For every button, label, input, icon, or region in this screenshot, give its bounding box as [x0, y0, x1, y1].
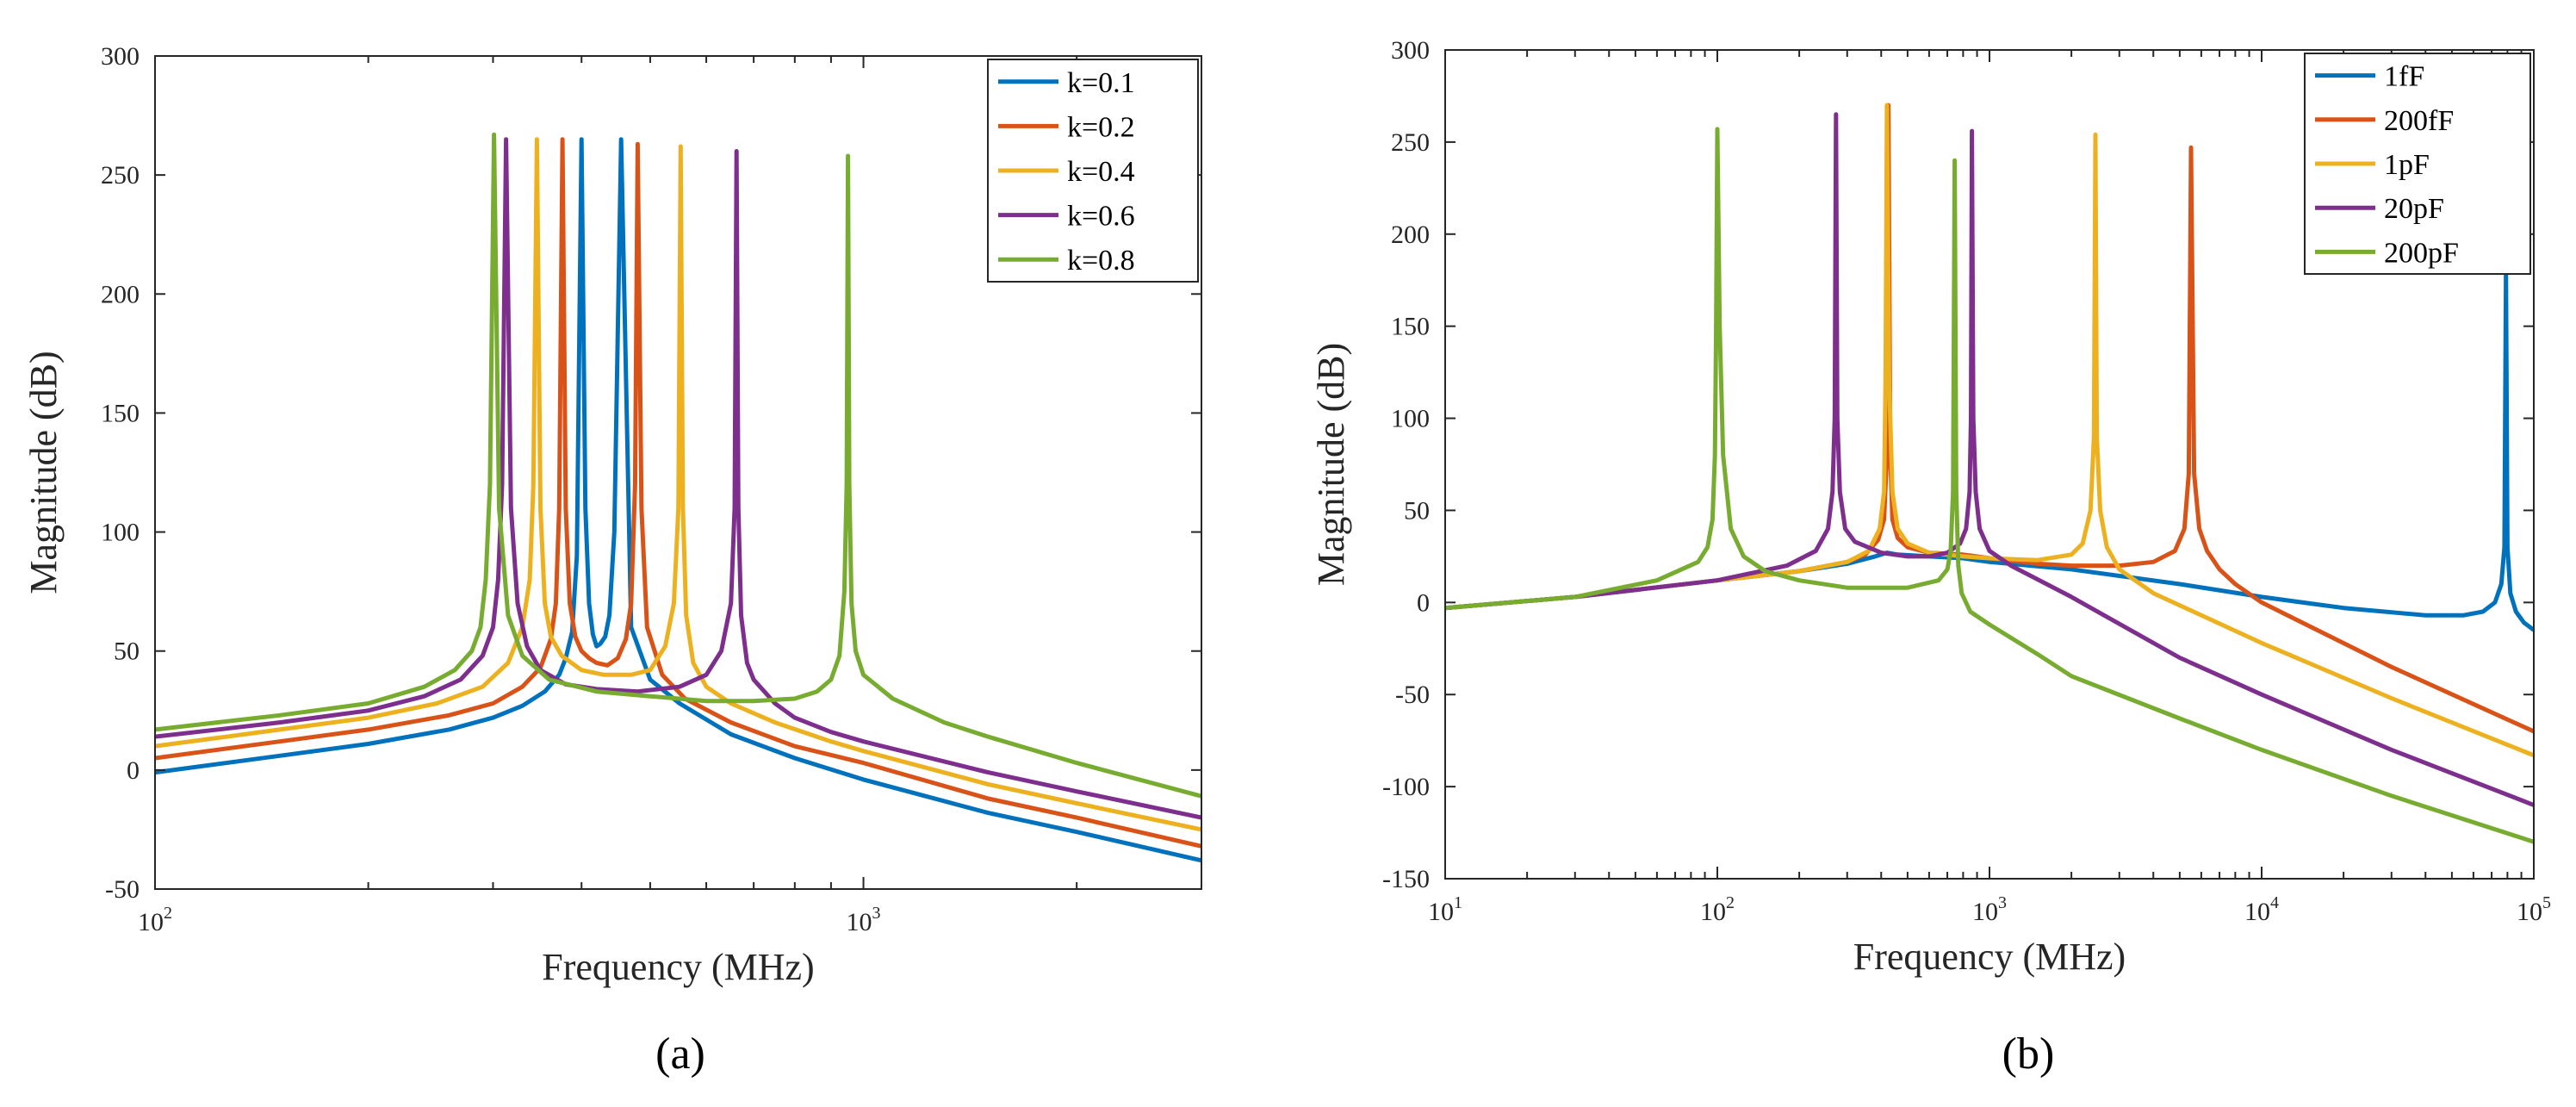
y-tick-label: 100	[101, 519, 140, 547]
series-line-k=0.2	[155, 137, 1201, 849]
x-tick-exponent: 3	[872, 904, 881, 923]
y-tick-label: 300	[101, 42, 140, 71]
y-tick-label: 250	[1391, 128, 1430, 157]
series-line-200pF	[1445, 127, 2534, 844]
x-tick-label: 105	[2517, 893, 2551, 926]
y-tick-label: 50	[114, 637, 140, 666]
axes-box	[154, 55, 1202, 890]
legend-label-200pF: 200pF	[2384, 237, 2459, 269]
caption: (b)	[2002, 1029, 2055, 1079]
legend-label-k=0.1: k=0.1	[1067, 67, 1135, 99]
x-tick-base: 10	[1700, 898, 1726, 926]
y-tick-label: 200	[101, 280, 140, 308]
legend-label-k=0.6: k=0.6	[1067, 201, 1135, 233]
x-tick-base: 10	[1428, 898, 1454, 926]
x-tick-exponent: 3	[1998, 893, 2007, 912]
x-tick-exponent: 2	[164, 904, 172, 923]
x-tick-exponent: 1	[1454, 893, 1462, 912]
y-tick-label: -50	[105, 875, 140, 904]
x-tick-label: 102	[1700, 893, 1735, 926]
x-axis-label: Frequency (MHz)	[542, 946, 814, 988]
caption: (a)	[655, 1029, 705, 1079]
legend-label-20pF: 20pF	[2384, 193, 2444, 225]
legend-label-k=0.8: k=0.8	[1067, 245, 1135, 277]
legend-label-k=0.2: k=0.2	[1067, 111, 1135, 143]
x-tick-label: 103	[847, 904, 881, 936]
x-axis-label: Frequency (MHz)	[1853, 936, 2126, 978]
y-tick-label: 250	[101, 161, 140, 190]
series-group	[1445, 103, 2534, 844]
y-tick-label: -100	[1382, 773, 1430, 801]
y-tick-label: -50	[1395, 681, 1430, 709]
x-tick-base: 10	[2244, 898, 2270, 926]
series-line-k=0.8	[155, 132, 1201, 799]
legend-label-1fF: 1fF	[2384, 61, 2424, 93]
y-tick-label: 100	[1391, 405, 1430, 433]
x-tick-base: 10	[2517, 898, 2542, 926]
y-tick-label: 300	[1391, 36, 1430, 65]
y-tick-label: 200	[1391, 221, 1430, 249]
x-tick-label: 103	[1972, 893, 2007, 926]
x-tick-exponent: 5	[2542, 893, 2551, 912]
series-line-k=0.6	[155, 137, 1201, 820]
x-tick-label: 101	[1428, 893, 1462, 926]
legend-label-1pF: 1pF	[2384, 149, 2430, 181]
y-tick-label: 0	[1417, 588, 1430, 617]
y-tick-label: 150	[1391, 313, 1430, 341]
y-tick-label: 150	[101, 399, 140, 427]
series-group	[155, 132, 1201, 863]
x-tick-base: 10	[138, 908, 164, 936]
y-tick-label: -150	[1382, 865, 1430, 893]
x-tick-label: 104	[2244, 893, 2279, 926]
legend-label-200fF: 200fF	[2384, 105, 2454, 137]
series-line-k=0.4	[155, 137, 1201, 832]
y-axis-label: Magnitude (dB)	[1310, 343, 1352, 586]
x-tick-exponent: 2	[1726, 893, 1735, 912]
series-line-1fF	[1445, 269, 2534, 632]
x-tick-base: 10	[1972, 898, 1998, 926]
y-axis-label: Magnitude (dB)	[22, 351, 65, 594]
series-line-k=0.1	[155, 137, 1201, 863]
x-tick-exponent: 4	[2270, 893, 2279, 912]
x-tick-base: 10	[847, 908, 872, 936]
y-tick-label: 0	[127, 756, 140, 785]
y-tick-label: 50	[1404, 496, 1430, 525]
x-tick-label: 102	[138, 904, 172, 936]
series-line-20pF	[1445, 112, 2534, 807]
series-line-1pF	[1445, 103, 2534, 758]
legend-label-k=0.4: k=0.4	[1067, 156, 1135, 188]
